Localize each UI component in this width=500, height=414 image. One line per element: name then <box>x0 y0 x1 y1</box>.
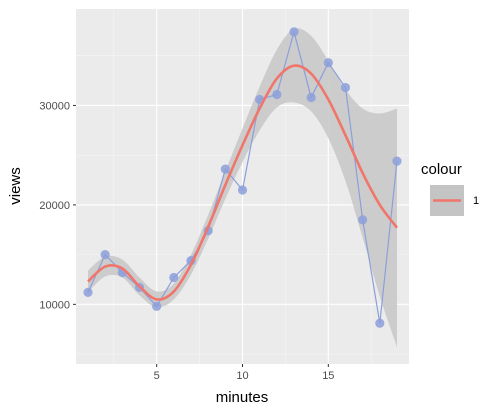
data-point <box>272 89 282 100</box>
data-point <box>237 185 248 195</box>
data-point <box>392 156 402 166</box>
data-point <box>306 92 316 103</box>
data-point <box>169 272 179 283</box>
x-axis-ticks: 5 10 15 <box>154 364 334 382</box>
legend: colour 1 <box>421 161 479 216</box>
x-tick-label: 15 <box>322 370 334 382</box>
y-axis-title: views <box>7 167 24 205</box>
data-points <box>83 27 402 328</box>
data-point <box>100 250 110 260</box>
y-axis-ticks: 10000 20000 30000 <box>39 100 76 311</box>
data-point <box>220 164 230 174</box>
y-tick-label: 20000 <box>39 200 70 212</box>
data-point <box>323 58 333 68</box>
y-tick-label: 10000 <box>39 299 70 311</box>
y-tick-label: 30000 <box>39 100 70 112</box>
legend-label: 1 <box>473 195 479 207</box>
x-axis-title: minutes <box>216 389 269 406</box>
smooth-line <box>87 64 399 301</box>
legend-title: colour <box>421 161 462 178</box>
data-point <box>289 27 299 37</box>
x-tick-label: 5 <box>154 370 160 382</box>
data-point <box>340 82 351 93</box>
data-point <box>152 301 162 311</box>
x-tick-label: 10 <box>236 370 248 382</box>
data-point <box>83 287 93 298</box>
data-point <box>358 215 368 225</box>
confidence-ribbon <box>88 28 397 348</box>
data-point <box>375 318 385 328</box>
